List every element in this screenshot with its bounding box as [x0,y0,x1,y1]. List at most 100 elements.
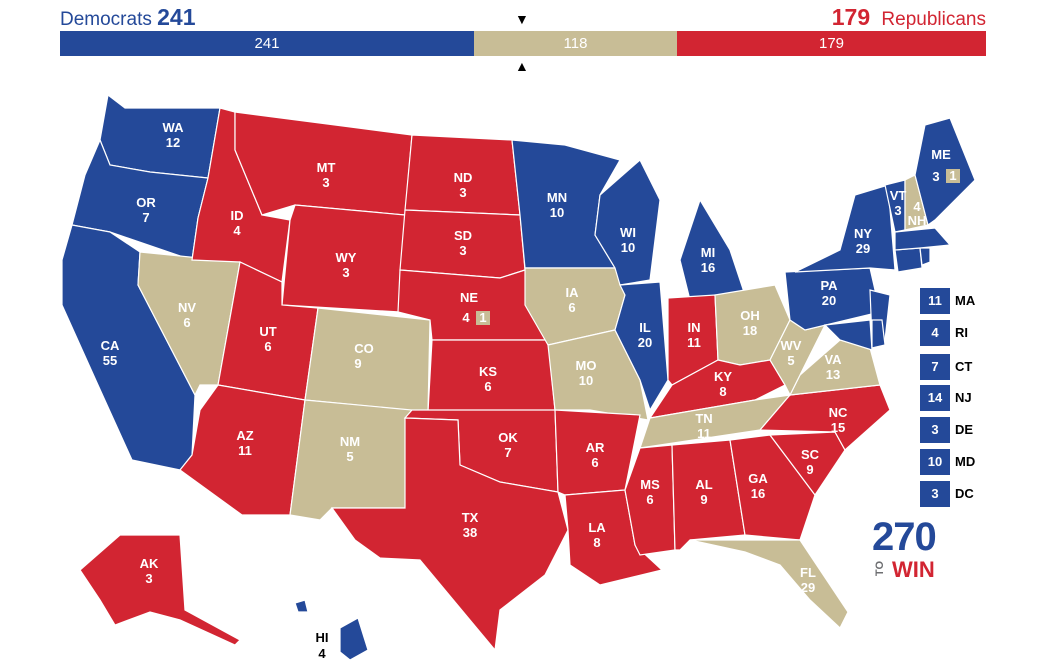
state-IL[interactable] [614,281,669,412]
label-GA-abbr: GA [748,471,768,486]
label-IA-abbr: IA [566,285,580,300]
label-AL-abbr: AL [695,477,712,492]
label-IA-ev: 6 [568,300,575,315]
label-NC-abbr: NC [829,405,848,420]
state-CO[interactable] [304,307,431,413]
label-HI-ev: 4 [318,646,326,661]
state-GA[interactable] [729,434,816,541]
label-PA-abbr: PA [820,278,838,293]
small-state-label-MA: MA [955,293,976,308]
state-MD[interactable] [823,319,873,351]
label-AL-ev: 9 [700,492,707,507]
state-AK[interactable] [79,534,241,646]
label-PA-ev: 20 [822,293,836,308]
me-district-box[interactable] [946,169,960,183]
state-TX[interactable] [330,417,569,652]
state-WA[interactable] [99,93,221,179]
small-state-label-NJ: NJ [955,390,972,405]
label-WA-abbr: WA [163,120,185,135]
bar-tossup-segment: 118 [474,31,677,56]
small-state-label-RI: RI [955,325,968,340]
label-IN-ev: 11 [687,335,701,350]
small-state-label-DC: DC [955,486,974,501]
state-FL[interactable] [689,539,849,629]
270towin-logo[interactable]: 270 TO WIN [872,515,937,582]
label-OK-ev: 7 [504,445,511,460]
state-RI[interactable] [919,247,931,266]
label-KY-abbr: KY [714,369,732,384]
label-SD-ev: 3 [459,243,466,258]
label-LA-ev: 8 [593,535,600,550]
logo-win: WIN [892,557,935,582]
label-KY-ev: 8 [719,384,726,399]
label-UT-ev: 6 [264,339,271,354]
270-marker-down-icon: ▼ [515,11,529,27]
state-labels: WA 12 OR 7 CA 55 NV 6 ID 4 MT 3 WY 3 UT … [101,120,960,661]
state-CT[interactable] [894,247,923,273]
state-MA[interactable] [894,227,952,251]
label-SC-abbr: SC [801,447,820,462]
label-AZ-ev: 11 [238,443,252,458]
label-LA-abbr: LA [588,520,606,535]
small-state-box-NJ[interactable]: 14 [920,385,950,411]
label-WA-ev: 12 [166,135,180,150]
label-NV-ev: 6 [183,315,190,330]
label-MT-abbr: MT [317,160,336,175]
label-OK-abbr: OK [498,430,518,445]
label-ND-abbr: ND [454,170,473,185]
label-SC-ev: 9 [806,462,813,477]
small-state-box-DE[interactable]: 3 [920,417,950,443]
republicans-total: 179 Republicans [832,4,986,31]
small-state-box-DC[interactable]: 3 [920,481,950,507]
label-VA-abbr: VA [824,352,842,367]
ne-district-box[interactable] [476,311,490,325]
label-OH-ev: 18 [743,323,757,338]
label-WV-ev: 5 [787,353,794,368]
label-GA-ev: 16 [751,486,765,501]
small-state-label-CT: CT [955,359,973,374]
state-HI[interactable] [339,617,369,661]
label-FL-abbr: FL [800,565,816,580]
label-VT-ev: 3 [894,203,901,218]
small-state-box-CT[interactable]: 7 [920,354,950,380]
label-CA-abbr: CA [101,338,120,353]
label-TX-ev: 38 [463,525,477,540]
label-MN-abbr: MN [547,190,567,205]
small-state-box-RI[interactable]: 4 [920,320,950,346]
republicans-label: Republicans [881,9,986,30]
state-DE[interactable] [871,319,886,349]
state-WI[interactable] [594,159,661,286]
small-state-box-MA[interactable]: 11 [920,288,950,314]
label-NE-ev: 4 [462,310,470,325]
logo-number: 270 [872,515,937,559]
label-ID-ev: 4 [233,223,241,238]
label-WI-ev: 10 [621,240,635,255]
label-AR-abbr: AR [586,440,605,455]
label-TX-abbr: TX [462,510,479,525]
label-AK-abbr: AK [140,556,159,571]
electoral-vote-bar: 241 118 179 [60,31,986,56]
label-NV-abbr: NV [178,300,196,315]
label-MO-abbr: MO [576,358,597,373]
label-TN-ev: 11 [697,426,711,441]
state-HI-islands[interactable] [294,599,309,613]
small-state-box-MD[interactable]: 10 [920,449,950,475]
label-AR-ev: 6 [591,455,598,470]
state-NY[interactable] [794,184,896,273]
small-state-label-DE: DE [955,422,974,437]
270-marker-up-icon: ▲ [515,58,529,74]
label-ME-extra: 1 [949,168,956,183]
label-ME-abbr: ME [931,147,951,162]
label-ID-abbr: ID [231,208,244,223]
label-KS-ev: 6 [484,379,491,394]
democrats-count: 241 [157,4,196,30]
label-KS-abbr: KS [479,364,497,379]
label-WI-abbr: WI [620,225,636,240]
label-OR-abbr: OR [136,195,156,210]
label-MT-ev: 3 [322,175,329,190]
state-WY[interactable] [281,204,406,313]
label-MS-abbr: MS [640,477,660,492]
label-VT-abbr: VT [890,188,907,203]
label-OH-abbr: OH [740,308,760,323]
state-ME[interactable] [914,117,976,226]
